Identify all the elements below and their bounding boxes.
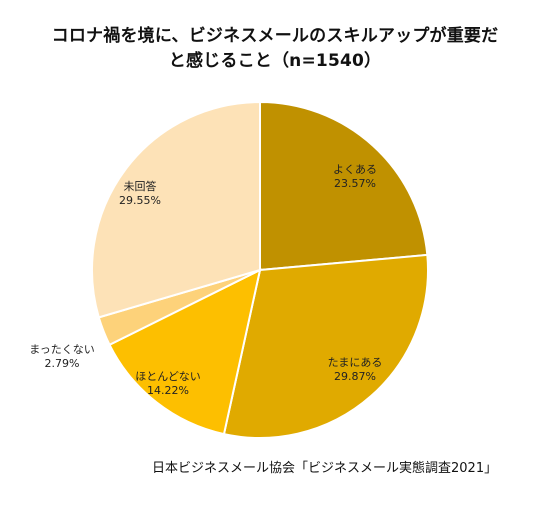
slice-label-4: まったくない [29, 343, 95, 356]
pie-slice-3 [108, 268, 262, 436]
slice-label-1: よくある [333, 163, 377, 176]
source-caption: 日本ビジネスメール協会「ビジネスメール実態調査2021」 [152, 461, 498, 476]
slice-value-2: 29.87% [334, 370, 376, 383]
slice-value-4: 2.79% [45, 357, 80, 370]
slice-label-3: ほとんどない [135, 370, 200, 383]
slice-label-5: 未回答 [124, 179, 157, 193]
slice-value-3: 14.22% [147, 384, 189, 397]
chart-title-line-1: コロナ禍を境に、ビジネスメールのスキルアップが重要だ [51, 26, 499, 46]
pie-slice-5 [91, 100, 261, 319]
slice-value-1: 23.57% [334, 177, 376, 190]
slice-value-5: 29.55% [119, 194, 161, 207]
chart-title: コロナ禍を境に、ビジネスメールのスキルアップが重要だ と感じること（n=1540… [0, 24, 550, 74]
chart-title-line-2: と感じること（n=1540） [168, 51, 382, 71]
pie-slice-1 [259, 100, 429, 272]
slice-label-2: たまにある [328, 356, 383, 369]
pie-slice-2 [222, 253, 429, 439]
